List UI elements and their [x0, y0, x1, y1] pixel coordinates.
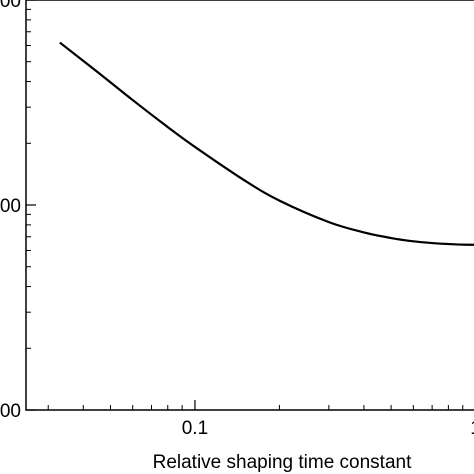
major-ticks	[26, 0, 196, 411]
x-tick-label: 0.1	[182, 418, 208, 439]
series-line	[59, 41, 474, 246]
y-tick-label: 100	[0, 401, 21, 422]
plot-frame	[25, 0, 474, 411]
series-layer	[59, 41, 474, 246]
x-tick-label: 1	[470, 418, 474, 439]
x-axis-label: Relative shaping time constant	[153, 452, 412, 473]
minor-ticks	[26, 8, 464, 410]
